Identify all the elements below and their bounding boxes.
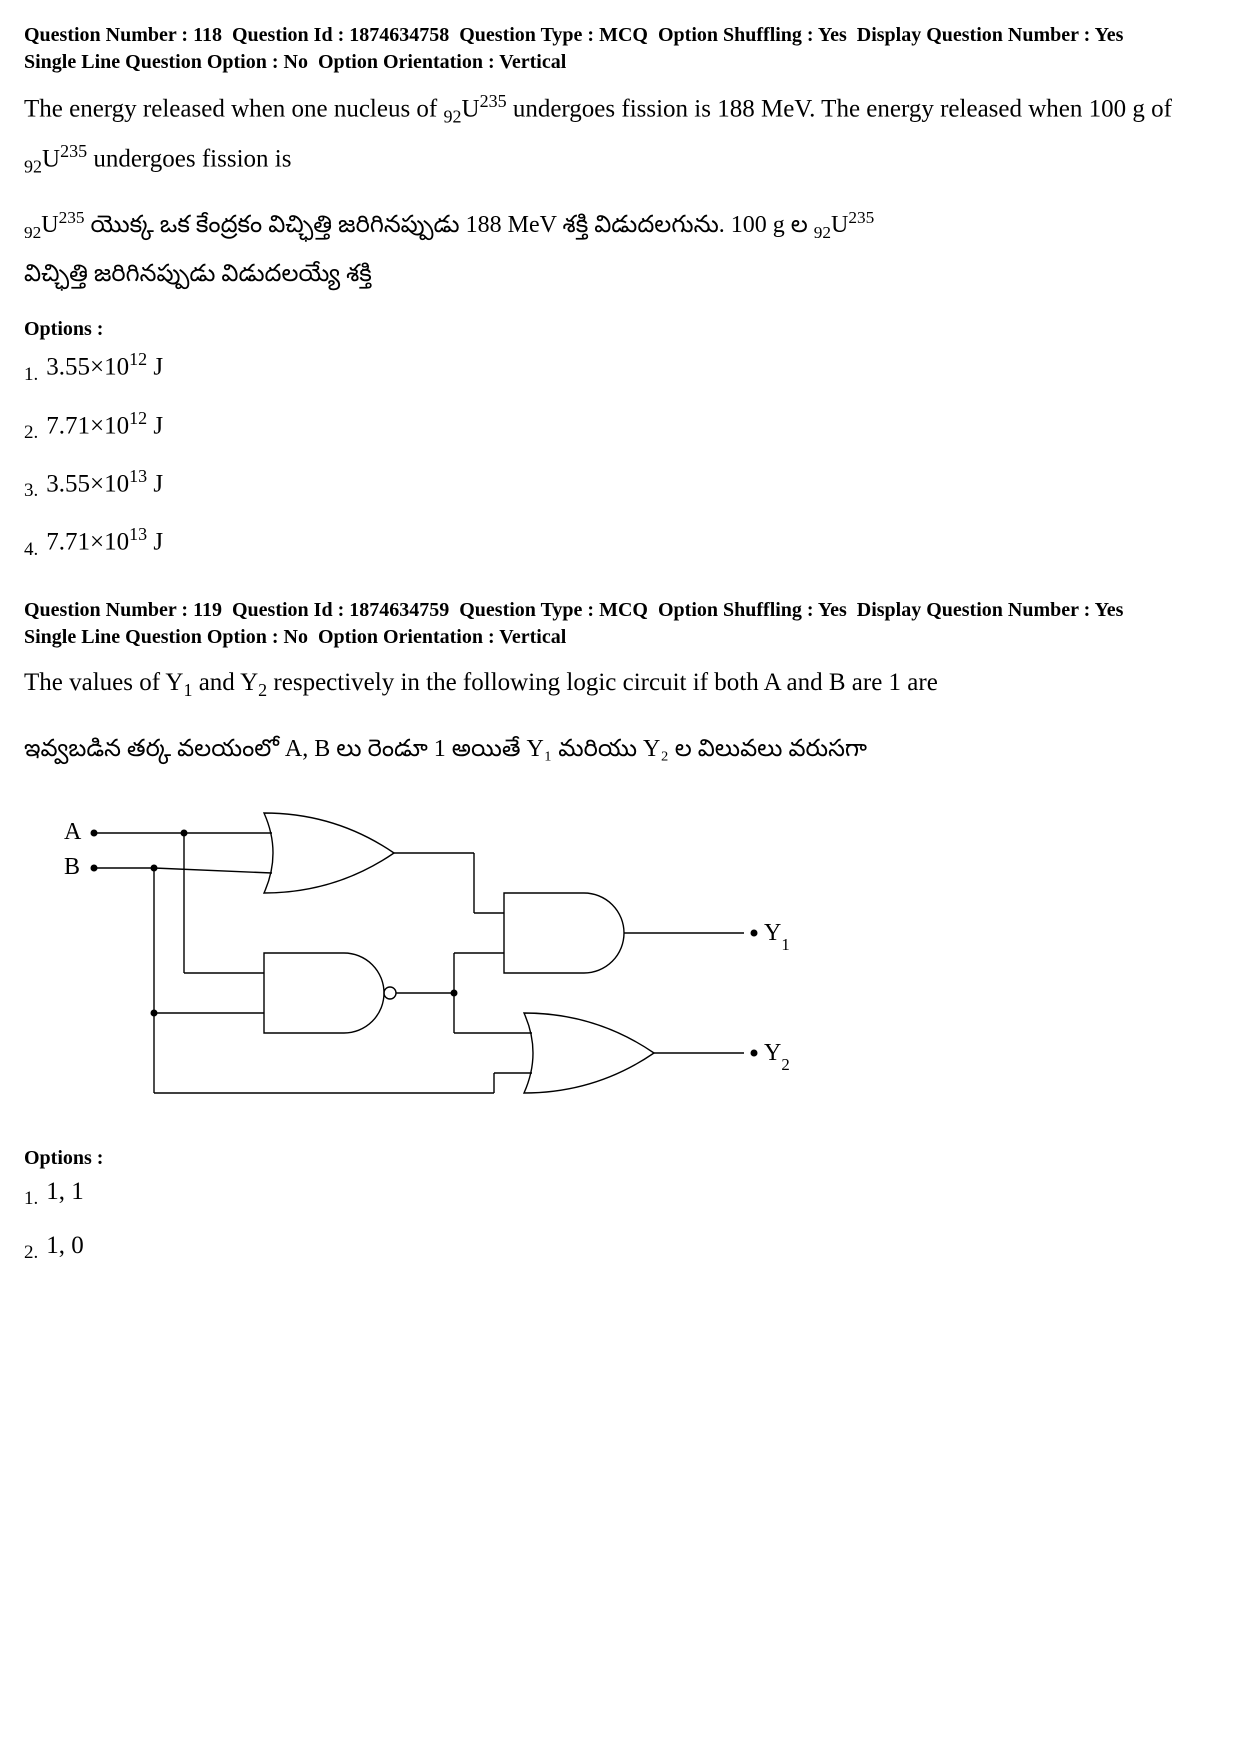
q-en-post: undergoes fission is	[93, 145, 291, 172]
meta-shuffle: Yes	[818, 599, 847, 621]
question-meta: Question Number : 118 Question Id : 1874…	[24, 22, 1216, 76]
meta-qnum: 118	[193, 24, 222, 46]
option-num: 1.	[24, 364, 38, 386]
option-value: 7.71×1012 J	[46, 408, 163, 440]
meta-single-label: Single Line Question Option :	[24, 626, 279, 648]
option-3: 3. 3.55×1013 J	[24, 466, 1216, 498]
option-num: 2.	[24, 1242, 38, 1264]
meta-qid-label: Question Id :	[232, 24, 344, 46]
isotope-sup: 235	[480, 91, 507, 111]
option-exp: 13	[129, 466, 147, 486]
option-unit: J	[147, 412, 163, 439]
option-exp: 13	[129, 524, 147, 544]
q-te-pre: యొక్క ఒక కేంద్రకం విచ్ఛిత్తి జరిగినప్పుడ…	[91, 212, 814, 238]
question-text-en: The energy released when one nucleus of …	[24, 84, 1216, 183]
meta-shuffle-label: Option Shuffling :	[658, 24, 814, 46]
svg-text:Y1: Y1	[764, 920, 790, 954]
options-label: Options :	[24, 318, 1216, 341]
meta-single: No	[284, 51, 308, 73]
option-unit: J	[147, 354, 163, 381]
question-text-en: The values of Y1 and Y2 respectively in …	[24, 659, 1216, 707]
option-num: 3.	[24, 480, 38, 502]
meta-shuffle: Yes	[818, 24, 847, 46]
meta-display: Yes	[1095, 599, 1124, 621]
isotope-sub: 92	[24, 223, 41, 242]
meta-qnum: 119	[193, 599, 222, 621]
question-118: Question Number : 118 Question Id : 1874…	[24, 22, 1216, 557]
isotope-sub: 92	[24, 156, 42, 176]
question-119: Question Number : 119 Question Id : 1874…	[24, 597, 1216, 1260]
meta-qtype-label: Question Type :	[459, 24, 594, 46]
option-mantissa: 7.71×10	[46, 529, 129, 556]
isotope-sup: 235	[60, 141, 87, 161]
option-mantissa: 3.55×10	[46, 354, 129, 381]
meta-qtype: MCQ	[599, 599, 648, 621]
meta-qtype-label: Question Type :	[459, 599, 594, 621]
question-meta: Question Number : 119 Question Id : 1874…	[24, 597, 1216, 651]
option-value: 1, 0	[46, 1232, 84, 1260]
isotope-sup: 235	[848, 208, 874, 227]
meta-qtype: MCQ	[599, 24, 648, 46]
meta-qid: 1874634758	[349, 24, 449, 46]
isotope-sub: 92	[444, 106, 462, 126]
option-value: 7.71×1013 J	[46, 524, 163, 556]
meta-display: Yes	[1095, 24, 1124, 46]
q-en-pre: The energy released when one nucleus of	[24, 95, 444, 122]
svg-text:A: A	[64, 819, 82, 845]
meta-shuffle-label: Option Shuffling :	[658, 599, 814, 621]
option-exp: 12	[129, 408, 147, 428]
option-1: 1. 1, 1	[24, 1178, 1216, 1206]
q-en-pre: The values of Y	[24, 669, 183, 696]
meta-qid-label: Question Id :	[232, 599, 344, 621]
option-mantissa: 7.71×10	[46, 412, 129, 439]
meta-display-label: Display Question Number :	[857, 599, 1091, 621]
meta-display-label: Display Question Number :	[857, 24, 1091, 46]
option-unit: J	[147, 470, 163, 497]
svg-text:Y2: Y2	[764, 1040, 790, 1074]
logic-circuit-diagram: AB Y1 Y2	[54, 793, 1216, 1129]
meta-single-label: Single Line Question Option :	[24, 51, 279, 73]
isotope-sub: 92	[814, 223, 831, 242]
option-num: 1.	[24, 1188, 38, 1210]
question-text-te: ఇవ్వబడిన తర్క వలయంలో A, B లు రెండూ 1 అయి…	[24, 725, 1216, 773]
option-mantissa: 3.55×10	[46, 470, 129, 497]
svg-text:B: B	[64, 854, 80, 880]
option-unit: J	[147, 529, 163, 556]
q-en-mid: undergoes fission is 188 MeV. The energy…	[513, 95, 1172, 122]
isotope-base: U	[42, 145, 60, 172]
q-en-post: respectively in the following logic circ…	[267, 669, 938, 696]
meta-orient-label: Option Orientation :	[318, 626, 495, 648]
sub2: 2	[258, 680, 267, 700]
option-exp: 12	[129, 349, 147, 369]
question-text-te: 92U235 యొక్క ఒక కేంద్రకం విచ్ఛిత్తి జరిగ…	[24, 201, 1216, 298]
option-2: 2. 7.71×1012 J	[24, 408, 1216, 440]
options-label: Options :	[24, 1147, 1216, 1170]
option-num: 4.	[24, 539, 38, 561]
isotope-base: U	[462, 95, 480, 122]
isotope-sup: 235	[59, 208, 85, 227]
q-en-mid: and Y	[192, 669, 258, 696]
meta-qnum-label: Question Number :	[24, 599, 188, 621]
option-4: 4. 7.71×1013 J	[24, 524, 1216, 556]
logic-circuit-svg: AB Y1 Y2	[54, 793, 814, 1123]
isotope-base: U	[41, 212, 58, 238]
meta-single: No	[284, 626, 308, 648]
option-value: 1, 1	[46, 1178, 84, 1206]
isotope-base: U	[831, 212, 848, 238]
q-te-post: విచ్ఛిత్తి జరిగినప్పుడు విడుదలయ్యే శక్తి	[24, 261, 372, 287]
meta-orient: Vertical	[499, 626, 566, 648]
option-value: 3.55×1012 J	[46, 349, 163, 381]
meta-orient: Vertical	[499, 51, 566, 73]
option-num: 2.	[24, 422, 38, 444]
option-value: 3.55×1013 J	[46, 466, 163, 498]
option-1: 1. 3.55×1012 J	[24, 349, 1216, 381]
option-2: 2. 1, 0	[24, 1232, 1216, 1260]
meta-orient-label: Option Orientation :	[318, 51, 495, 73]
meta-qid: 1874634759	[349, 599, 449, 621]
meta-qnum-label: Question Number :	[24, 24, 188, 46]
